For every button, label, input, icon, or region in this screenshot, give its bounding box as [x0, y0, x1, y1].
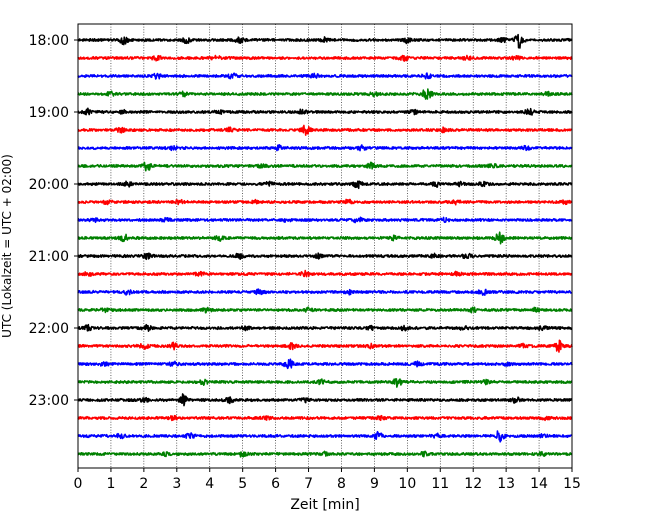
x-tick-label: 15	[563, 476, 581, 492]
trace-1915	[77, 124, 573, 136]
x-tick-label: 11	[431, 476, 449, 492]
x-tick-label: 14	[530, 476, 548, 492]
trace-2015	[77, 198, 573, 206]
y-tick-label: 21:00	[29, 249, 69, 265]
trace-2100	[77, 252, 573, 261]
trace-2345	[77, 450, 573, 458]
trace-2230	[77, 358, 573, 370]
y-axis-label: UTC (Lokalzeit = UTC + 02:00)	[0, 154, 14, 338]
trace-2045	[77, 231, 573, 245]
x-tick-label: 9	[370, 476, 379, 492]
trace-2330	[77, 430, 573, 443]
x-tick-label: 8	[337, 476, 346, 492]
x-tick-label: 0	[74, 476, 83, 492]
trace-2130	[77, 288, 573, 296]
trace-2245	[77, 378, 573, 388]
trace-2300	[77, 393, 573, 407]
y-tick-label: 18:00	[29, 33, 69, 49]
x-axis-ticks: 0 1 2 3 4 5 6 7 8 9 10 11 12 13 14 15	[74, 468, 581, 492]
x-tick-label: 4	[205, 476, 214, 492]
trace-1900	[77, 107, 573, 116]
x-tick-label: 10	[398, 476, 416, 492]
trace-2200	[77, 323, 573, 332]
trace-2115	[77, 269, 573, 278]
grid-lines	[110, 24, 540, 468]
y-tick-label: 20:00	[29, 177, 69, 193]
trace-2315	[77, 414, 573, 422]
trace-1800	[77, 33, 573, 49]
x-tick-label: 13	[497, 476, 515, 492]
trace-1845	[77, 88, 573, 100]
x-axis-label: Zeit [min]	[290, 497, 359, 513]
plot-frame	[77, 23, 573, 469]
x-tick-label: 6	[271, 476, 280, 492]
trace-1930	[77, 143, 573, 152]
trace-2030	[77, 216, 573, 224]
y-tick-label: 23:00	[29, 393, 69, 409]
x-tick-label: 1	[106, 476, 115, 492]
trace-group	[77, 33, 573, 458]
x-tick-label: 3	[172, 476, 181, 492]
trace-2215	[77, 339, 573, 353]
trace-2145	[77, 306, 573, 314]
trace-2000	[77, 180, 573, 190]
x-tick-label: 7	[304, 476, 313, 492]
y-tick-label: 22:00	[29, 321, 69, 337]
y-axis-ticks: 18:00 19:00 20:00 21:00 22:00 23:00	[29, 33, 78, 409]
y-tick-label: 19:00	[29, 105, 69, 121]
trace-1815	[77, 54, 573, 62]
x-tick-label: 5	[238, 476, 247, 492]
trace-1830	[77, 72, 573, 80]
trace-1945	[77, 161, 573, 172]
x-tick-label: 12	[464, 476, 482, 492]
x-tick-label: 2	[139, 476, 148, 492]
